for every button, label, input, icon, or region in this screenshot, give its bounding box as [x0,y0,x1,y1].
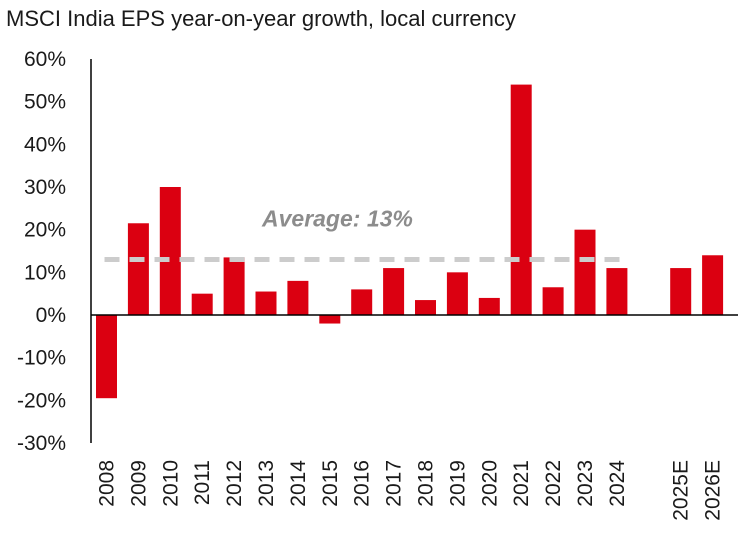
x-tick-label: 2020 [478,460,501,507]
bar-2013 [255,291,277,315]
x-tick-label: 2019 [446,460,469,507]
average-layer: Average: 13% [104,206,629,263]
bar-2019 [446,272,468,315]
y-tick-label: 30% [24,176,66,199]
x-tick-label: 2011 [191,460,214,505]
x-tick-label: 2012 [223,460,246,507]
y-tick-label: 40% [24,133,66,156]
x-tick-label: 2009 [127,460,150,507]
y-tick-label: -10% [17,347,66,370]
bar-2020 [478,297,500,315]
bar-2011 [191,293,213,315]
bar-2022 [542,287,564,315]
x-tick-label: 2010 [159,460,182,507]
bar-2016 [351,289,373,315]
bar-2018 [415,300,436,315]
bar-2025E [670,268,692,315]
y-tick-label: -20% [17,389,66,412]
x-tick-label: 2024 [606,460,629,507]
x-tick-label: 2016 [351,460,374,507]
bar-2024 [606,268,628,315]
y-tick-label: 60% [24,48,66,71]
x-tick-label: 2017 [383,460,406,507]
y-tick-label: -30% [17,432,66,455]
y-tick-label: 50% [24,91,66,114]
bar-2023 [574,229,596,315]
bar-2014 [287,280,309,315]
x-tick-label: 2018 [415,460,438,507]
bar-2021 [510,84,532,315]
x-tick-label: 2008 [96,460,119,507]
x-tick-label: 2013 [255,460,278,507]
x-tick-label: 2015 [319,460,342,507]
x-tick-label: 2023 [574,460,597,507]
x-tick-label: 2022 [542,460,565,507]
x-tick-label: 2026E [702,460,725,521]
bar-2026E [702,255,724,315]
bar-2009 [127,223,149,315]
y-tick-label: 10% [24,261,66,284]
x-tick-label: 2025E [670,460,693,521]
x-tick-label: 2021 [510,460,533,507]
bar-2012 [223,257,245,315]
bar-2010 [159,187,181,315]
y-tick-labels: 60% 50% 40% 30% 20% 10% 0% -10% -20% -30% [17,48,66,455]
x-tick-label: 2014 [287,460,310,507]
x-tick-labels: 2008 2009 2010 2011 2012 2013 2014 2015 2016 2017… [96,460,725,521]
bars-layer [96,84,724,399]
bar-2015 [319,315,341,324]
axis-layer [90,59,738,443]
bar-2008 [96,315,117,399]
chart-title: MSCI India EPS year-on-year growth, loca… [6,6,516,31]
average-label: Average: 13% [261,206,413,232]
y-tick-label: 0% [36,304,66,327]
y-tick-label: 20% [24,219,66,242]
bar-2017 [383,268,405,315]
